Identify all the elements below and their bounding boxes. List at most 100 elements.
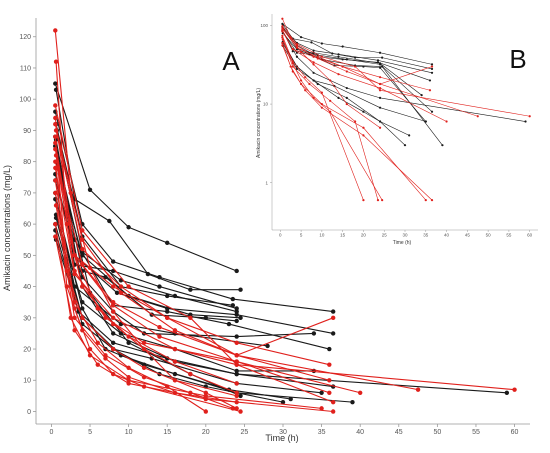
panel-a-series [53, 28, 517, 414]
panel-a-data-point [126, 284, 131, 289]
panel-a-data-point [53, 121, 58, 127]
panel-a-data-point [157, 275, 162, 280]
panel-b-series-line [282, 28, 431, 81]
panel-a-data-point [53, 28, 58, 33]
panel-b-x-tick-label: 40 [444, 233, 450, 238]
panel-b-data-point [430, 199, 434, 202]
panel-b-data-point [362, 134, 365, 137]
panel-b-data-point [337, 96, 340, 99]
panel-a-data-point [157, 284, 162, 289]
panel-a-data-point [234, 309, 239, 314]
panel-a-data-point [203, 393, 209, 399]
panel-a-data-point [95, 362, 100, 367]
panel-a-series-line [55, 239, 322, 394]
panel-a-data-point [165, 293, 170, 299]
panel-a-data-point [53, 190, 58, 196]
panel-b-y-tick-label: 10 [263, 102, 269, 107]
panel-a-data-point [238, 315, 243, 321]
panel-b-series-red-21 [281, 30, 434, 86]
panel-b-data-point [295, 42, 299, 46]
panel-a-data-point [512, 387, 517, 392]
panel-b-data-point [320, 102, 323, 106]
panel-b-series-line [282, 23, 433, 65]
panel-a-data-point [165, 306, 170, 311]
panel-b-data-point [345, 102, 348, 106]
panel-b-series-red-18 [281, 25, 531, 118]
panel-b-data-point [378, 89, 382, 92]
panel-a-data-point [234, 334, 239, 339]
panel-b-x-tick-label: 30 [402, 233, 408, 238]
panel-a-data-point [330, 315, 336, 321]
panel-b-data-point [281, 27, 284, 31]
panel-b-data-point [304, 89, 307, 92]
panel-b-data-point [430, 110, 434, 113]
panel-b-x-tick-label: 60 [527, 233, 533, 238]
panel-b-data-point [312, 49, 315, 52]
panel-a-series-red-37 [53, 146, 336, 358]
panel-a-data-point [103, 353, 108, 358]
panel-a-data-point [188, 371, 193, 377]
panel-b-series-line [282, 42, 410, 136]
panel-a-data-point [87, 346, 93, 352]
panel-b-x-tick-label: 55 [506, 233, 512, 238]
panel-a-data-point [87, 187, 93, 192]
panel-b-data-point [362, 199, 365, 202]
panel-b-y-tick-label: 1 [265, 180, 268, 185]
panel-a-data-point [53, 178, 58, 183]
panel-b-axes: 0 5 10 15 20 25 30 35 40 45 50 55 60 1 10 100 [260, 14, 538, 238]
panel-a-data-point [53, 146, 58, 152]
panel-b-data-point [291, 62, 294, 65]
panel-b-data-point [295, 67, 299, 71]
panel-a-data-point [118, 284, 124, 289]
panel-b-data-point [428, 79, 432, 82]
panel-a-x-tick-label: 55 [472, 429, 480, 436]
panel-b-data-point [476, 115, 479, 118]
panel-a-data-point [126, 374, 131, 380]
panel-a-y-tick-label: 20 [23, 346, 31, 353]
panel-a-data-point [230, 296, 236, 302]
panel-a-data-point [234, 371, 239, 377]
panel-b-x-tick-label: 0 [279, 233, 282, 238]
panel-b-data-point [430, 63, 434, 66]
panel-b-data-point [430, 71, 434, 74]
panel-a-series-line [54, 161, 330, 381]
panel-b-data-point [295, 55, 299, 58]
panel-b-x-tick-label: 15 [340, 233, 346, 238]
panel-b-data-point [312, 63, 315, 66]
panel-a-data-point [110, 340, 116, 345]
panel-a-data-point [234, 393, 239, 399]
panel-a-y-tick-label: 80 [23, 159, 31, 166]
panel-a-data-point [330, 331, 336, 336]
panel-b-data-point [430, 65, 434, 68]
panel-b-x-tick-label: 35 [423, 233, 429, 238]
panel-b-data-point [408, 134, 411, 137]
panel-b-data-point [378, 66, 382, 69]
panel-b-series-line [282, 45, 426, 122]
panel-a-y-tick-label: 120 [19, 34, 31, 41]
panel-b-data-point [362, 126, 365, 129]
panel-a-data-point [172, 359, 178, 364]
panel-a-letter: A [222, 46, 240, 76]
panel-a-data-point [80, 306, 85, 311]
panel-b-x-tick-label: 20 [361, 233, 367, 238]
panel-a-series-line [54, 83, 237, 272]
panel-a-series-line [54, 124, 419, 391]
panel-a-data-point [126, 378, 131, 383]
panel-a-data-point [311, 331, 317, 336]
panel-a-data-point [126, 334, 131, 339]
panel-a-series-line [55, 155, 330, 394]
panel-a-data-point [53, 159, 58, 164]
panel-a-series-red-34 [53, 103, 517, 392]
panel-a-data-point [80, 237, 85, 242]
panel-a-data-point [53, 221, 58, 227]
panel-a-series-line [54, 236, 334, 413]
panel-a-axes: 0 5 10 15 20 25 30 35 40 45 50 55 600102030405060708… [19, 18, 530, 436]
panel-a-data-point [234, 368, 239, 374]
panel-a-data-point [141, 340, 147, 345]
panel-a-series-black-0 [53, 81, 239, 274]
panel-a-y-tick-label: 90 [23, 128, 31, 135]
panel-a-data-point [53, 234, 58, 239]
panel-b-data-point [281, 41, 284, 45]
panel-a-y-tick-label: 30 [23, 315, 31, 322]
panel-a-data-point [327, 390, 332, 395]
